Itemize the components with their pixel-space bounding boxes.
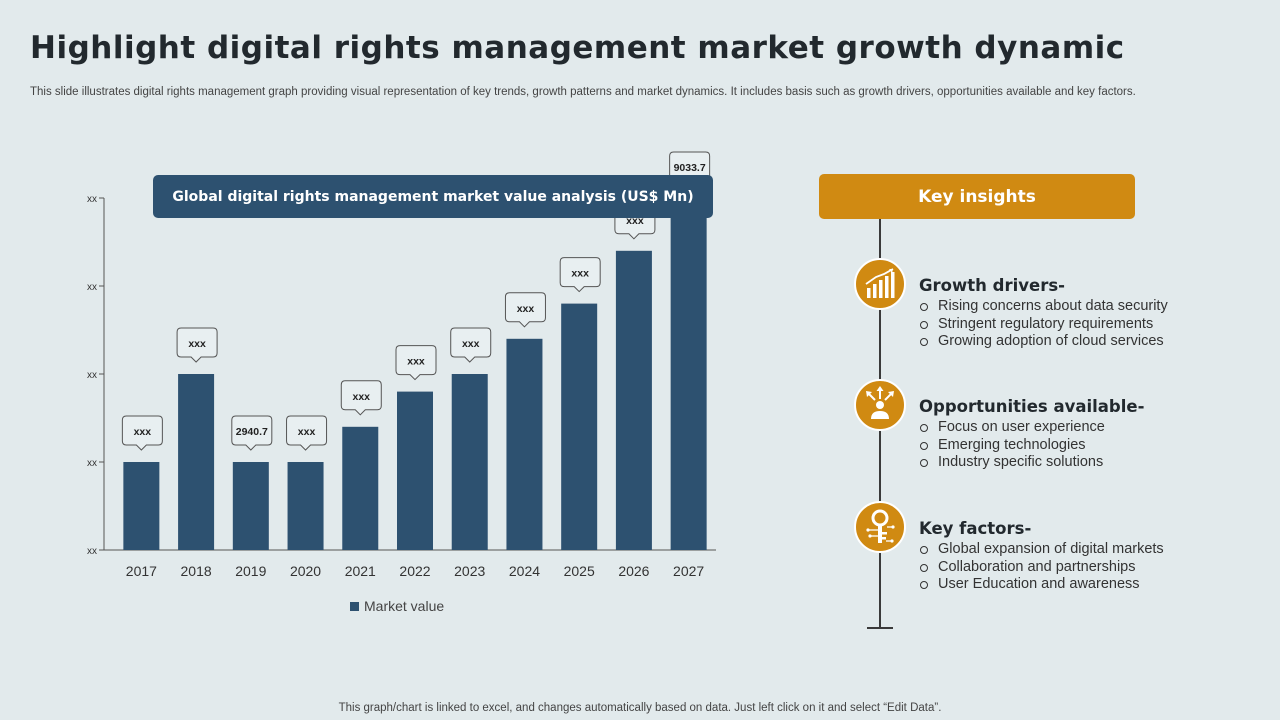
bar	[123, 462, 160, 550]
y-tick-label: xx	[87, 282, 97, 293]
x-tick-label: 2027	[673, 563, 704, 579]
data-label-bubble	[340, 380, 382, 416]
data-label: xxx	[298, 426, 316, 438]
bar	[615, 250, 652, 551]
x-tick-label: 2024	[509, 563, 540, 579]
insight-opportunities: Opportunities available- Focus on user e…	[919, 397, 1144, 472]
list-item: Industry specific solutions	[919, 454, 1144, 472]
list-item: Rising concerns about data security	[919, 298, 1168, 316]
bar	[287, 462, 324, 550]
data-label-bubble	[450, 327, 492, 363]
insight-bullets: Focus on user experience Emerging techno…	[919, 419, 1144, 472]
y-tick-label: xx	[87, 546, 97, 557]
bar	[670, 198, 707, 550]
y-tick-label: xx	[87, 370, 97, 381]
page-subtitle: This slide illustrates digital rights ma…	[30, 86, 1136, 98]
page-title: Highlight digital rights management mark…	[30, 30, 1125, 66]
person-arrows-icon	[854, 379, 906, 431]
bar	[342, 426, 379, 550]
data-label-bubble	[121, 415, 163, 451]
list-item: Global expansion of digital markets	[919, 541, 1164, 559]
data-label: xxx	[517, 303, 535, 315]
legend-swatch	[350, 601, 359, 611]
data-label: xxx	[462, 338, 480, 350]
insight-title: Key factors-	[919, 519, 1032, 538]
insight-key-factors: Key factors- Global expansion of digital…	[919, 519, 1164, 594]
legend-label: Market value	[364, 598, 445, 614]
insight-title: Opportunities available-	[919, 397, 1145, 416]
bar	[232, 462, 269, 550]
chart-title: Global digital rights management market …	[172, 188, 694, 205]
data-label-bubble	[286, 415, 328, 451]
footer-note: This graph/chart is linked to excel, and…	[338, 702, 942, 714]
data-label-bubble	[176, 327, 218, 363]
y-tick-label: xx	[87, 194, 97, 205]
data-label: xxx	[353, 391, 371, 403]
data-label-bubble	[231, 415, 273, 451]
bar	[178, 374, 215, 550]
insight-bullets: Rising concerns about data security Stri…	[919, 298, 1168, 351]
x-tick-label: 2018	[181, 563, 212, 579]
list-item: Collaboration and partnerships	[919, 559, 1164, 577]
data-label-bubble	[504, 292, 546, 328]
data-label-bubble	[559, 257, 601, 293]
data-label: xxx	[188, 338, 206, 350]
bar	[561, 303, 598, 550]
key-insights-header: Key insights	[819, 174, 1135, 219]
list-item: Growing adoption of cloud services	[919, 333, 1168, 351]
insight-growth-drivers: Growth drivers- Rising concerns about da…	[919, 276, 1168, 351]
growth-chart-icon	[854, 258, 906, 310]
bar	[451, 374, 488, 550]
list-item: User Education and awareness	[919, 576, 1164, 594]
x-tick-label: 2017	[126, 563, 157, 579]
bar	[506, 338, 543, 550]
list-item: Emerging technologies	[919, 437, 1144, 455]
insight-title: Growth drivers-	[919, 276, 1065, 295]
insight-bullets: Global expansion of digital markets Coll…	[919, 541, 1164, 594]
x-tick-label: 2019	[235, 563, 266, 579]
data-label: 9033.7	[674, 162, 706, 174]
x-tick-label: 2023	[454, 563, 485, 579]
data-label: xxx	[571, 268, 589, 280]
x-tick-label: 2020	[290, 563, 321, 579]
y-tick-label: xx	[87, 458, 97, 469]
timeline-end-cap	[867, 627, 893, 629]
x-tick-label: 2021	[345, 563, 376, 579]
x-tick-label: 2022	[399, 563, 430, 579]
key-circuit-icon	[854, 501, 906, 553]
list-item: Stringent regulatory requirements	[919, 316, 1168, 334]
data-label: xxx	[407, 356, 425, 368]
list-item: Focus on user experience	[919, 419, 1144, 437]
data-label: 2940.7	[236, 426, 268, 438]
bar	[397, 391, 433, 550]
x-tick-label: 2026	[618, 563, 649, 579]
chart-title-banner: Global digital rights management market …	[153, 175, 713, 218]
x-tick-label: 2025	[564, 563, 595, 579]
data-label: xxx	[134, 426, 152, 438]
key-insights-title: Key insights	[918, 186, 1036, 207]
data-label-bubble	[395, 345, 437, 381]
chart-legend: Market value	[350, 598, 444, 614]
